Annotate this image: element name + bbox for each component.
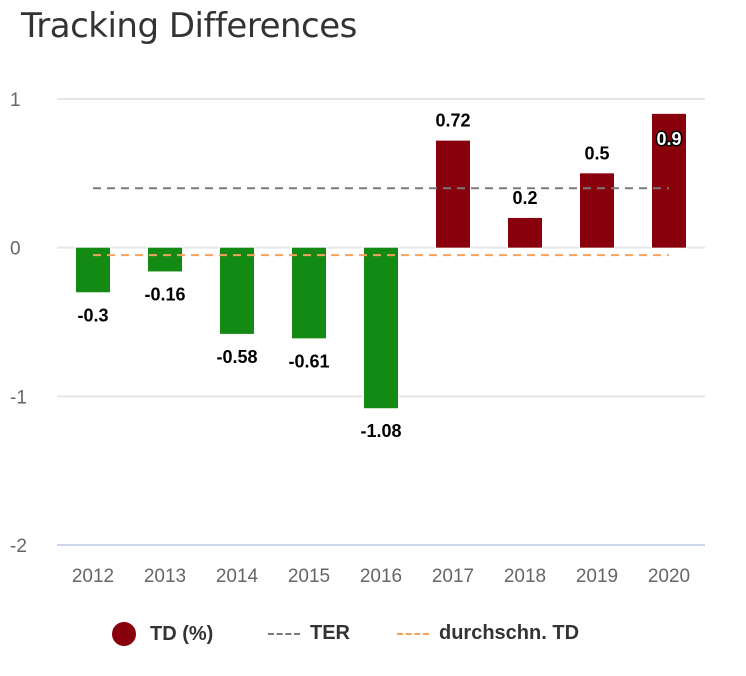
bar-2020[interactable] bbox=[652, 113, 686, 248]
y-tick-label: -1 bbox=[10, 387, 27, 408]
y-axis-ticks: 1 0 -1 -2 bbox=[10, 90, 27, 557]
legend-item-ter[interactable]: TER bbox=[268, 622, 350, 645]
x-tick-label: 2019 bbox=[576, 566, 618, 587]
bar-2019[interactable] bbox=[580, 173, 614, 248]
data-labels: -0.3 -0.16 -0.58 -0.61 -1.08 0.72 0.2 0.5 0.9 bbox=[77, 111, 683, 442]
legend-label: durchschn. TD bbox=[439, 622, 580, 644]
legend-item-td[interactable]: TD (%) bbox=[112, 622, 213, 646]
data-label: 0.2 bbox=[512, 188, 537, 208]
bar-2017[interactable] bbox=[436, 140, 470, 248]
data-label: -1.08 bbox=[360, 421, 401, 441]
x-tick-label: 2013 bbox=[144, 566, 186, 587]
bar-2013[interactable] bbox=[148, 247, 182, 272]
data-label: -0.16 bbox=[144, 284, 185, 304]
x-tick-label: 2016 bbox=[360, 566, 402, 587]
legend: TD (%) TER durchschn. TD bbox=[0, 618, 746, 658]
bar-2015[interactable] bbox=[292, 247, 326, 339]
bar-2014[interactable] bbox=[220, 247, 254, 334]
legend-circle-icon bbox=[112, 622, 136, 646]
data-label: 0.5 bbox=[584, 143, 609, 163]
bar-2018[interactable] bbox=[508, 217, 542, 248]
legend-dash-icon bbox=[268, 632, 300, 635]
data-label: -0.58 bbox=[216, 347, 257, 367]
x-axis-ticks: 2012 2013 2014 2015 2016 2017 2018 2019 2020 bbox=[72, 566, 690, 587]
data-label: 0.9 bbox=[656, 129, 681, 149]
chart-title: Tracking Differences bbox=[21, 6, 357, 46]
x-tick-label: 2020 bbox=[648, 566, 690, 587]
chart-plot: 1 0 -1 -2 -0.3 -0.16 -0.58 -0.61 -1.08 0.72 0.2 0.… bbox=[10, 90, 705, 587]
x-tick-label: 2015 bbox=[288, 566, 330, 587]
x-tick-label: 2018 bbox=[504, 566, 546, 587]
data-label: -0.61 bbox=[288, 351, 329, 371]
bar-2016[interactable] bbox=[364, 247, 398, 409]
y-tick-label: 1 bbox=[10, 90, 21, 111]
x-tick-label: 2017 bbox=[432, 566, 474, 587]
y-tick-label: 0 bbox=[10, 239, 21, 260]
x-tick-label: 2012 bbox=[72, 566, 114, 587]
legend-label: TD (%) bbox=[150, 622, 214, 645]
legend-dash-icon bbox=[397, 632, 429, 635]
x-tick-label: 2014 bbox=[216, 566, 259, 587]
y-tick-label: -2 bbox=[10, 536, 27, 557]
line-series bbox=[93, 187, 669, 257]
data-label: -0.3 bbox=[77, 305, 108, 325]
legend-label: TER bbox=[310, 622, 350, 644]
legend-item-avg-td[interactable]: durchschn. TD bbox=[397, 622, 579, 645]
data-label: 0.72 bbox=[435, 111, 470, 131]
